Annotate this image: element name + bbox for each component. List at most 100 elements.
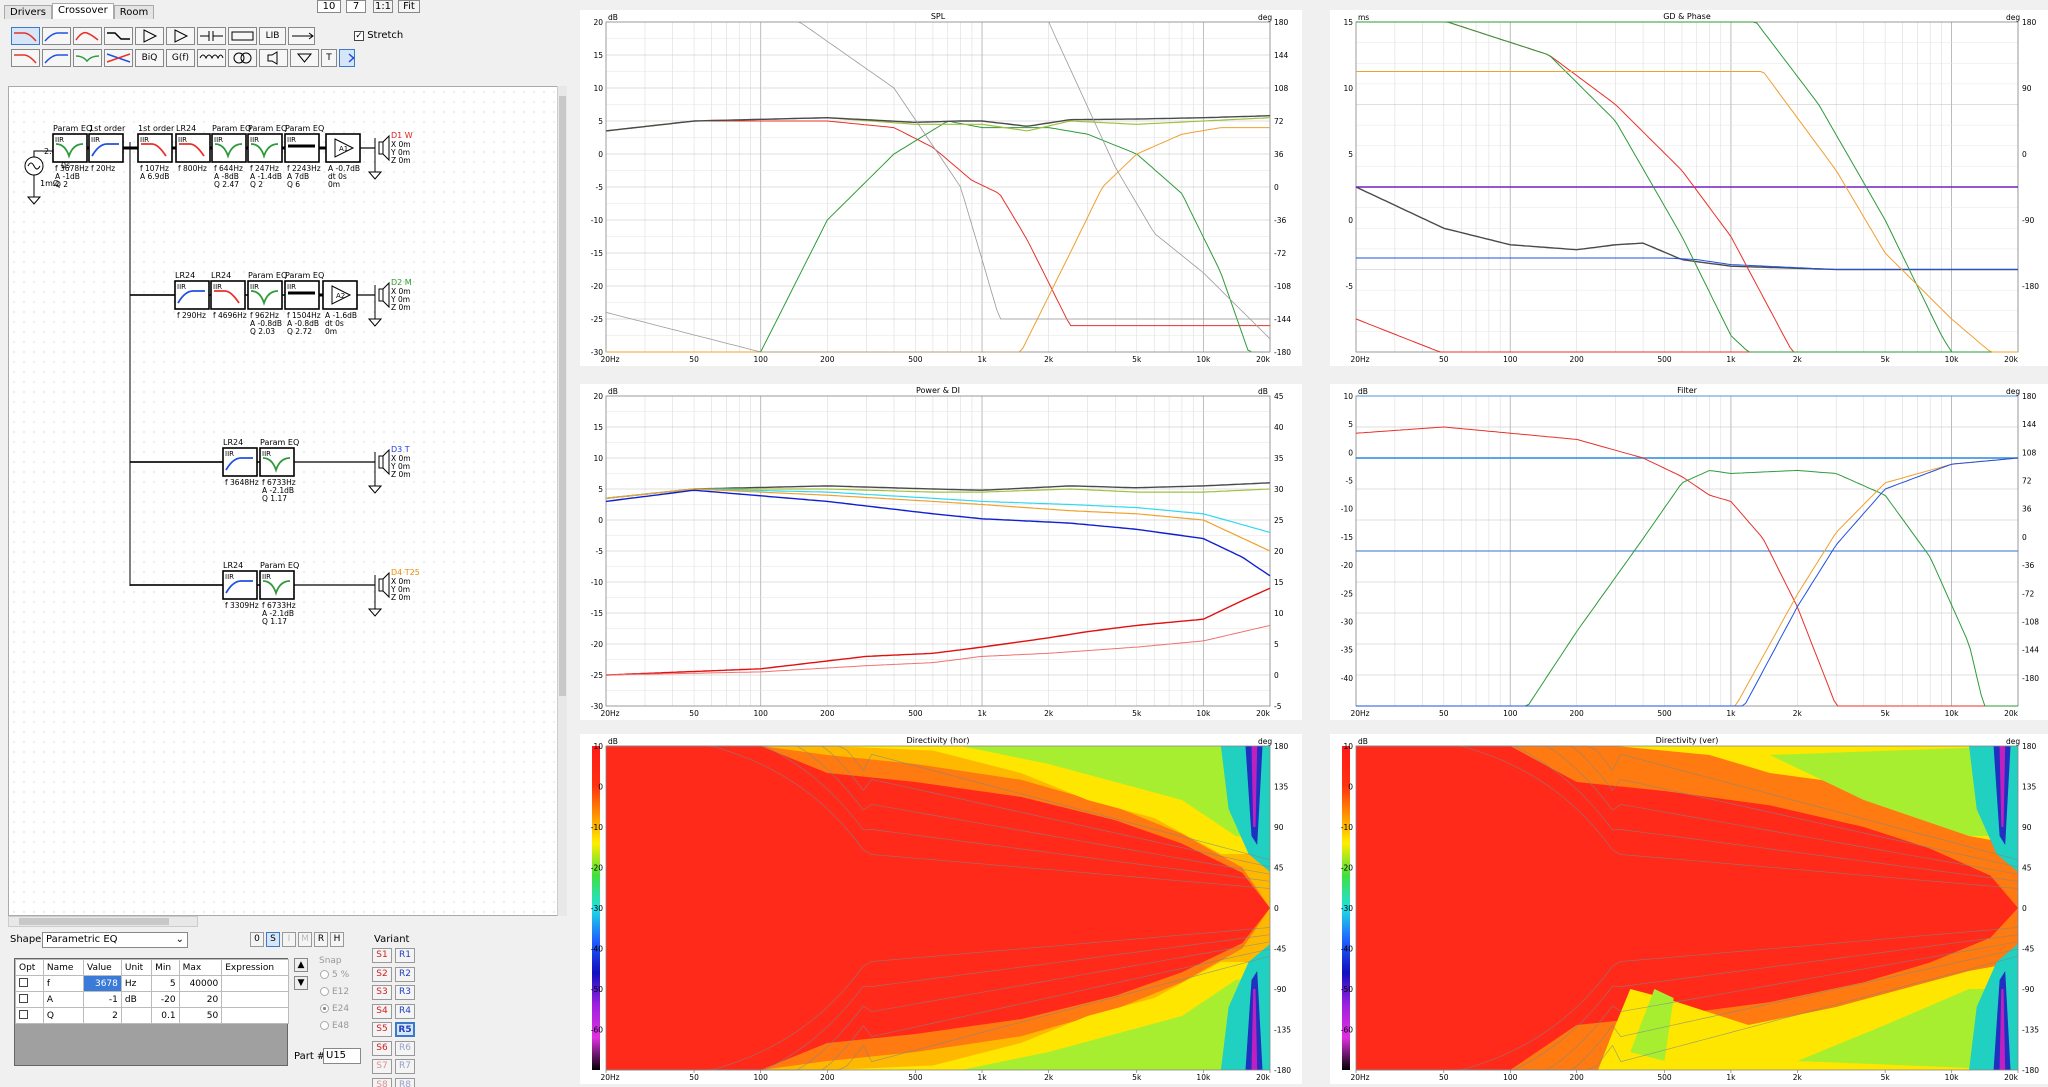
filter-block[interactable] [88,133,124,163]
table-cell[interactable] [221,991,289,1008]
stretch-option[interactable]: ✓ Stretch [354,30,403,41]
variant-r-button[interactable]: R5 [395,1022,415,1037]
table-cell[interactable]: -20 [151,991,180,1008]
filter-block[interactable] [211,133,247,163]
radio-button[interactable] [320,987,329,996]
shape-select[interactable]: Parametric EQ ⌄ [42,932,188,948]
table-cell[interactable]: dB [120,991,153,1008]
speaker-icon[interactable] [378,281,390,309]
filter-block[interactable] [175,133,211,163]
tab-drivers[interactable]: Drivers [4,5,52,19]
opt-checkbox[interactable] [15,991,44,1008]
toolbar-lp2-red-button[interactable] [11,49,40,67]
variant-r-button[interactable]: R7 [395,1059,415,1074]
checkbox[interactable] [19,977,28,987]
schematic-hscroll[interactable] [8,916,198,927]
variant-s-button[interactable]: S7 [372,1059,392,1074]
toolbar-arrow-lr-icon-button[interactable] [288,27,315,45]
variant-s-button[interactable]: S2 [372,966,392,982]
radio-button[interactable] [320,1004,329,1013]
toolbar-speaker-icon-button[interactable] [259,49,288,67]
variant-r-button[interactable]: R8 [395,1077,415,1087]
arrow-up-button[interactable]: ▲ [294,958,308,972]
toolbar-lp-red-button[interactable] [11,27,40,45]
toolbar-shelf-black-button[interactable] [104,27,133,45]
mode-button-M[interactable]: M [298,932,312,947]
variant-s-button[interactable]: S1 [372,948,392,963]
filter-block[interactable] [247,280,283,310]
filter-block[interactable] [52,133,88,163]
rows-input[interactable]: 10 [317,0,341,13]
fit-button[interactable]: Fit [398,0,420,13]
mode-button-0[interactable]: 0 [250,932,264,947]
snap-option[interactable]: 5 % [320,970,349,980]
arrow-down-button[interactable]: ▼ [294,976,308,990]
filter-block[interactable] [174,280,210,310]
table-cell[interactable] [120,1007,153,1024]
toolbar-lib-button[interactable]: LIB [259,27,286,45]
toolbar-eq-green-button[interactable] [73,49,102,67]
toolbar-amp-icon-button[interactable] [135,27,164,45]
mode-button-I[interactable]: I [282,932,296,947]
toolbar-biq-button[interactable]: BiQ [135,49,164,67]
variant-r-button[interactable]: R1 [395,948,415,963]
chart-dir_h[interactable]: Directivity (hor) dB deg 10 0 -10 -20 -30 -40 -50… [580,734,1302,1084]
variant-r-button[interactable]: R6 [395,1040,415,1056]
amplifier-block[interactable] [325,133,361,163]
schematic-vscroll[interactable] [557,86,567,916]
table-cell[interactable]: 5 [151,975,180,992]
table-cell[interactable]: 2 [82,1007,122,1024]
table-cell[interactable]: -1 [82,991,122,1008]
toolbar-resistor-icon-button[interactable] [228,27,257,45]
chart-spl[interactable]: SPL dB deg 20 15 10 5 0 -5 -10 -15 -20 -25 180 144 108 7… [580,10,1302,366]
variant-s-button[interactable]: S8 [372,1077,392,1087]
speaker-icon[interactable] [378,448,390,476]
hscroll-thumb[interactable] [19,918,169,925]
filter-block[interactable] [137,133,173,163]
variant-s-button[interactable]: S5 [372,1022,392,1037]
toolbar-hp2-blue-button[interactable] [42,49,71,67]
variant-s-button[interactable]: S4 [372,1003,392,1019]
mode-button-R[interactable]: R [314,932,328,947]
table-cell[interactable] [221,975,289,992]
variant-s-button[interactable]: S3 [372,985,392,1000]
table-cell[interactable]: 3678 [82,975,122,992]
table-cell[interactable]: Q [42,1007,84,1024]
radio-button[interactable] [320,1021,329,1030]
chart-dir_v[interactable]: Directivity (ver) dB deg 10 0 -10 -20 -30 -40 -50… [1330,734,2048,1084]
checkbox[interactable] [19,1009,28,1019]
toolbar-bp-red-button[interactable] [73,27,102,45]
toolbar-transformer-icon-button[interactable] [228,49,257,67]
chart-gd[interactable]: GD & Phase ms deg 15 10 5 0 -5 180 90 0 -90 -180 20Hz… [1330,10,2048,366]
tab-room[interactable]: Room [113,5,155,19]
table-cell[interactable]: Hz [120,975,153,992]
table-row[interactable]: A -1 dB -20 20 [15,991,289,1008]
variant-r-button[interactable]: R4 [395,1003,415,1019]
filter-block[interactable] [247,133,283,163]
table-cell[interactable]: A [42,991,84,1008]
table-cell[interactable]: f [42,975,84,992]
speaker-icon[interactable] [378,571,390,599]
table-row[interactable]: f 3678 Hz 5 40000 [15,975,289,992]
tab-crossover[interactable]: Crossover [51,3,114,19]
variant-r-button[interactable]: R2 [395,966,415,982]
toolbar-hp-blue-button[interactable] [42,27,71,45]
toolbar-coil-icon-button[interactable] [197,49,226,67]
table-cell[interactable]: 50 [178,1007,223,1024]
filter-block[interactable] [210,280,246,310]
parameter-table[interactable]: Opt Name Value Unit Min Max Expression f 3678 Hz 5… [14,958,289,1066]
amplifier-block[interactable] [322,280,358,310]
scroll-thumb[interactable] [559,96,566,696]
table-cell[interactable] [221,1007,289,1024]
opt-checkbox[interactable] [15,975,44,992]
mode-button-S[interactable]: S [266,932,280,947]
radio-button[interactable] [320,970,329,979]
variant-s-button[interactable]: S6 [372,1040,392,1056]
chart-power[interactable]: Power & DI dB dB 20 15 10 5 0 -5 -10 -15 -20 -25 45 40… [580,384,1302,720]
filter-block[interactable] [284,133,320,163]
toolbar-ground-icon-button[interactable] [290,49,319,67]
part-number-input[interactable]: U15 [323,1048,361,1064]
toolbar-notch-red-button[interactable] [104,49,133,67]
cols-input[interactable]: 7 [346,0,366,13]
chart-filter[interactable]: Filter dB deg 10 5 0 -5 -10 -15 -20 -25 -30 -35 -40 18… [1330,384,2048,720]
